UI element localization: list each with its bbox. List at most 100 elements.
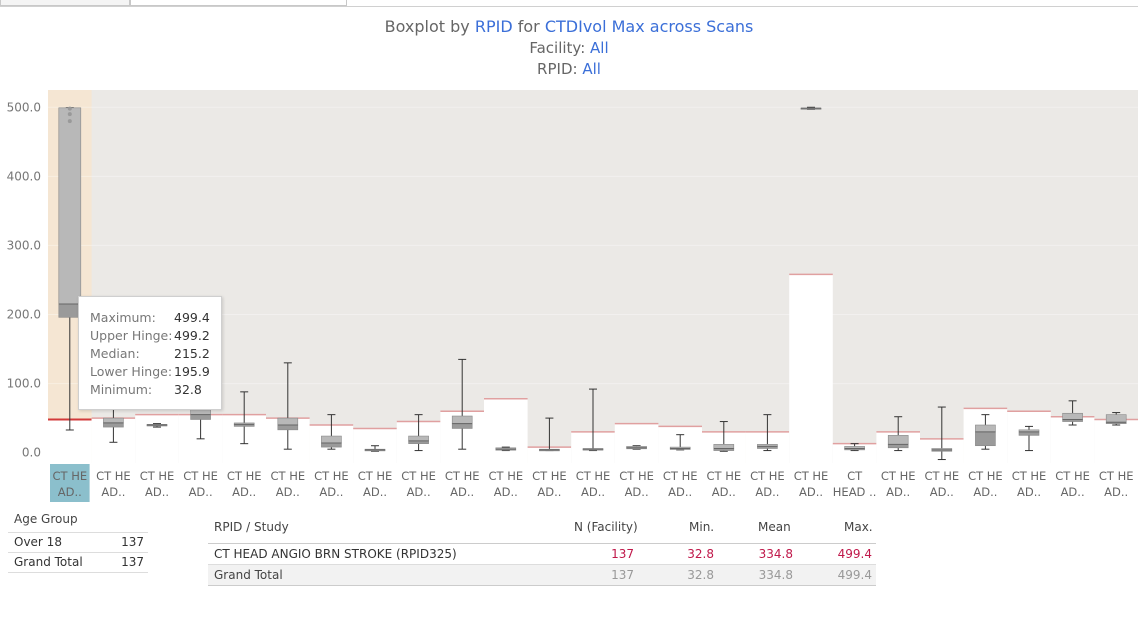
- x-tick-label[interactable]: AD..: [407, 485, 431, 499]
- x-tick-label[interactable]: AD..: [668, 485, 692, 499]
- x-tick-label[interactable]: AD..: [712, 485, 736, 499]
- facility-filter-value[interactable]: All: [590, 39, 609, 57]
- facility-filter-caption: Facility: All: [0, 39, 1138, 57]
- x-tick-label[interactable]: AD..: [145, 485, 169, 499]
- x-tick-label[interactable]: AD..: [973, 485, 997, 499]
- y-tick-label: 0.0: [22, 446, 41, 460]
- x-tick-label[interactable]: AD..: [1104, 485, 1128, 499]
- box-upper[interactable]: [190, 409, 211, 415]
- x-tick-label[interactable]: CT HE: [881, 469, 916, 483]
- x-tick-label[interactable]: AD..: [232, 485, 256, 499]
- x-tick-label[interactable]: CT HE: [750, 469, 785, 483]
- table-row[interactable]: Over 18 137: [8, 532, 148, 552]
- tooltip-row-lower-hinge: Lower Hinge: 195.9: [90, 364, 216, 382]
- x-tick-label[interactable]: CT HE: [663, 469, 698, 483]
- sheet-tab-1[interactable]: [0, 0, 130, 6]
- x-tick-label[interactable]: CT HE: [401, 469, 436, 483]
- box-lower[interactable]: [277, 424, 299, 431]
- x-tick-label[interactable]: CT HE: [794, 469, 829, 483]
- box-upper[interactable]: [975, 424, 996, 433]
- x-tick-label[interactable]: AD..: [930, 485, 954, 499]
- tooltip-value: 215.2: [174, 346, 210, 361]
- tooltip-row-maximum: Maximum: 499.4: [90, 310, 216, 328]
- x-tick-label[interactable]: CT HE: [1055, 469, 1090, 483]
- box-lower[interactable]: [1018, 431, 1040, 436]
- n-value: 137: [611, 568, 634, 582]
- x-tick-label[interactable]: CT HE: [445, 469, 480, 483]
- x-tick-label[interactable]: AD..: [625, 485, 649, 499]
- x-tick-label[interactable]: AD..: [319, 485, 343, 499]
- sheet-tab-2[interactable]: [130, 0, 347, 6]
- x-tick-label[interactable]: CT HE: [52, 469, 87, 483]
- x-tick-label[interactable]: CT HE: [488, 469, 523, 483]
- title-measure-link[interactable]: CTDIvol Max across Scans: [544, 17, 754, 36]
- box-lower[interactable]: [321, 442, 342, 448]
- table-row[interactable]: Grand Total 137 32.8 334.8 499.4: [208, 564, 876, 586]
- x-tick-label[interactable]: AD..: [58, 485, 82, 499]
- box-upper[interactable]: [713, 444, 735, 449]
- x-tick-label[interactable]: CT HE: [532, 469, 567, 483]
- box-upper[interactable]: [277, 417, 299, 426]
- title-field-link[interactable]: RPID: [474, 17, 513, 36]
- x-tick-label[interactable]: CT HE: [140, 469, 175, 483]
- box-upper[interactable]: [451, 415, 473, 424]
- col-header-mean: Mean: [758, 520, 791, 534]
- x-tick-label[interactable]: CT HE: [968, 469, 1003, 483]
- box-upper[interactable]: [408, 435, 429, 442]
- box-lower[interactable]: [190, 414, 211, 420]
- box-upper[interactable]: [58, 107, 82, 305]
- x-tick-label[interactable]: AD..: [537, 485, 561, 499]
- x-tick-label[interactable]: CT HE: [270, 469, 305, 483]
- tooltip-value: 499.2: [174, 328, 210, 343]
- x-tick-label[interactable]: AD..: [581, 485, 605, 499]
- tooltip: Maximum: 499.4 Upper Hinge: 499.2 Median…: [78, 296, 222, 410]
- reference-band: [135, 414, 179, 463]
- box-lower[interactable]: [451, 423, 473, 429]
- box-lower[interactable]: [103, 422, 124, 428]
- boxplot-chart[interactable]: 0.0 100.0 200.0 300.0 400.0 500.0 CT HE AD.. CT …: [0, 86, 1138, 506]
- x-tick-label[interactable]: AD..: [189, 485, 213, 499]
- x-tick-label[interactable]: CT HE: [619, 469, 654, 483]
- box-upper[interactable]: [321, 435, 342, 444]
- n-value: 137: [611, 547, 634, 561]
- x-tick-label[interactable]: CT: [847, 469, 863, 483]
- x-tick-label[interactable]: AD..: [450, 485, 474, 499]
- table-row[interactable]: Grand Total 137: [8, 552, 148, 573]
- box-upper[interactable]: [1062, 412, 1083, 420]
- x-tick-label[interactable]: CT HE: [183, 469, 218, 483]
- study-name: CT HEAD ANGIO BRN STROKE (RPID325): [214, 547, 457, 561]
- box-lower[interactable]: [887, 444, 909, 449]
- table-row[interactable]: CT HEAD ANGIO BRN STROKE (RPID325) 137 3…: [208, 543, 876, 564]
- x-tick-label[interactable]: AD..: [799, 485, 823, 499]
- mean-value: 334.8: [758, 568, 793, 582]
- x-tick-label[interactable]: CT HE: [706, 469, 741, 483]
- x-tick-label[interactable]: AD..: [363, 485, 387, 499]
- box-upper[interactable]: [1105, 414, 1127, 423]
- x-tick-label[interactable]: CT HE: [227, 469, 262, 483]
- x-tick-label[interactable]: AD..: [1017, 485, 1041, 499]
- x-tick-label[interactable]: AD..: [276, 485, 300, 499]
- x-tick-label[interactable]: AD..: [101, 485, 125, 499]
- box-lower[interactable]: [975, 431, 996, 447]
- x-tick-label[interactable]: AD..: [886, 485, 910, 499]
- x-tick-label[interactable]: CT HE: [314, 469, 349, 483]
- tooltip-label: Upper Hinge:: [90, 328, 173, 343]
- chart-title: Boxplot by RPID for CTDIvol Max across S…: [0, 17, 1138, 36]
- box-upper[interactable]: [887, 435, 909, 445]
- mean-value: 334.8: [758, 547, 793, 561]
- x-tick-label[interactable]: CT HE: [576, 469, 611, 483]
- rpid-filter-value[interactable]: All: [582, 60, 601, 78]
- x-tick-label[interactable]: CT HE: [358, 469, 393, 483]
- x-tick-label[interactable]: CT HE: [1012, 469, 1047, 483]
- x-tick-label[interactable]: AD..: [1061, 485, 1085, 499]
- sheet-tabs: [0, 0, 1138, 7]
- x-tick-label[interactable]: HEAD ..: [833, 485, 877, 499]
- rpid-filter-caption: RPID: All: [0, 60, 1138, 78]
- x-tick-label[interactable]: AD..: [494, 485, 518, 499]
- age-group-count: 137: [121, 555, 144, 569]
- box-upper[interactable]: [103, 417, 124, 424]
- x-tick-label[interactable]: AD..: [755, 485, 779, 499]
- x-tick-label[interactable]: CT HE: [924, 469, 959, 483]
- x-tick-label[interactable]: CT HE: [96, 469, 131, 483]
- x-tick-label[interactable]: CT HE: [1099, 469, 1134, 483]
